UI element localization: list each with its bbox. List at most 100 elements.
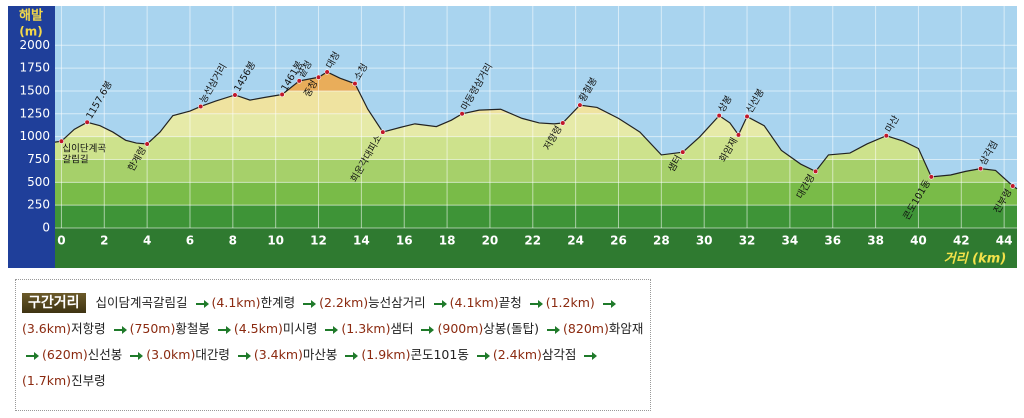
y-tick-label: 500 [27,175,50,189]
route-arrow [421,325,435,334]
route-title: 구간거리 [22,293,86,313]
x-tick-label: 24 [567,234,584,248]
x-tick-label: 0 [57,234,65,248]
route-item: (820m)화암재 [543,321,643,336]
route-arrow [476,351,490,360]
peak-marker [977,166,984,172]
route-distance: (900m) [437,321,484,336]
route-distance: (4.1km) [211,295,261,310]
peak-marker [928,174,934,180]
route-item: (2.4km)삼각점 [473,347,577,362]
route-distance: (1.2km) [545,295,595,310]
x-tick-label: 18 [439,234,456,248]
y-axis-label: 해발 [19,8,43,24]
route-stop: 신선봉 [87,347,123,362]
terrain-band [55,159,1017,183]
route-item: (2.2km)능선삼거리 [299,295,426,310]
route-item: (1.7km)진부령 [22,347,600,388]
route-box: 구간거리 십이담계곡갈림길 (4.1km)한계령 (2.2km)능선삼거리 (4… [15,279,651,411]
y-tick-label: 1000 [19,129,50,143]
route-arrow [345,351,359,360]
peak-marker [279,91,285,98]
route-item: (1.9km)콘도101동 [341,347,469,362]
route-stop: 끝청 [498,295,522,310]
x-tick-label: 12 [310,234,327,248]
route-item: (900m)상봉(돌탑) [417,321,539,336]
peak-marker [1010,183,1016,189]
route-item: (4.5km)미시령 [214,321,318,336]
x-tick-label: 28 [653,234,670,248]
route-item: (1.2km) [526,295,595,310]
route-item: (3.0km)대간령 [126,347,230,362]
x-tick-label: 16 [396,234,413,248]
route-distance: (3.6km) [22,321,72,336]
route-arrow [325,325,339,334]
route-stop: 삼각점 [541,347,577,362]
route-stop: 황철봉 [175,321,210,336]
y-tick-label: 1250 [19,106,50,120]
route-arrow [113,325,127,334]
chart: 해발 (m) 거리 (km) 0 250 500 750 1000 1250 1500 175… [8,6,1018,268]
peak-marker [232,92,238,98]
route-distance: (1.7km) [22,373,72,388]
route-stop: 진부령 [71,373,106,388]
peak-marker [296,78,302,84]
peak-marker [744,113,750,120]
y-tick-label: 0 [42,221,50,235]
peak-marker [883,133,889,139]
peak-marker [560,120,566,126]
x-tick-label: 22 [524,234,541,248]
route-stop: 미시령 [282,321,318,336]
route-arrow [26,351,39,360]
route-stop: 화암재 [608,321,644,336]
route-arrow [217,325,231,334]
peak-marker [198,103,204,110]
y-tick-label: 250 [27,198,50,212]
route-item: (3.4km)마산봉 [234,347,338,362]
route-stop: 샘터 [390,321,414,336]
x-tick-label: 14 [353,234,370,248]
peak-label: 갈림길 [62,154,88,166]
route-arrow [195,299,209,308]
route-arrow [237,351,251,360]
route-distance: (2.2km) [319,295,369,310]
x-axis-label: 거리 (km) [944,251,1007,267]
x-tick-label: 8 [229,234,237,248]
x-tick-label: 38 [867,234,884,248]
route-distance: (820m) [563,321,609,336]
peak-marker [813,168,819,174]
x-tick-label: 20 [482,234,499,248]
x-tick-label: 30 [696,234,713,248]
route-item: (3.6km)저항령 [22,295,619,336]
route-distance: (620m) [42,347,88,362]
peak-marker [144,141,150,147]
route-stop: 십이담계곡갈림길 [95,295,188,310]
terrain-band [55,182,1017,206]
peak-marker [315,74,322,80]
route-item: (4.1km)한계령 [192,295,295,310]
route-item: (750m)황철봉 [110,321,210,336]
route-distance: (3.0km) [146,347,196,362]
route-stop: 마산봉 [302,347,338,362]
peak-marker [577,102,583,108]
route-arrow [529,299,543,308]
x-tick-label: 44 [996,234,1013,248]
y-axis-panel [8,6,55,268]
peak-marker [735,132,742,138]
route-distance: (750m) [129,321,176,336]
x-tick-label: 26 [610,234,627,248]
peak-marker [58,138,65,144]
peak-marker [459,111,465,117]
route-distance: (1.9km) [361,347,411,362]
x-tick-label: 34 [782,234,799,248]
y-tick-label: 2000 [19,38,50,52]
route-item: (620m)신선봉 [22,347,122,362]
route-stop: 콘도101동 [410,347,469,362]
terrain-band [55,205,1017,228]
x-tick-label: 6 [186,234,194,248]
peak-marker [380,129,386,135]
peak-marker [680,149,686,155]
route-item: (4.1km)끝청 [430,295,522,310]
x-tick-label: 10 [267,234,284,248]
